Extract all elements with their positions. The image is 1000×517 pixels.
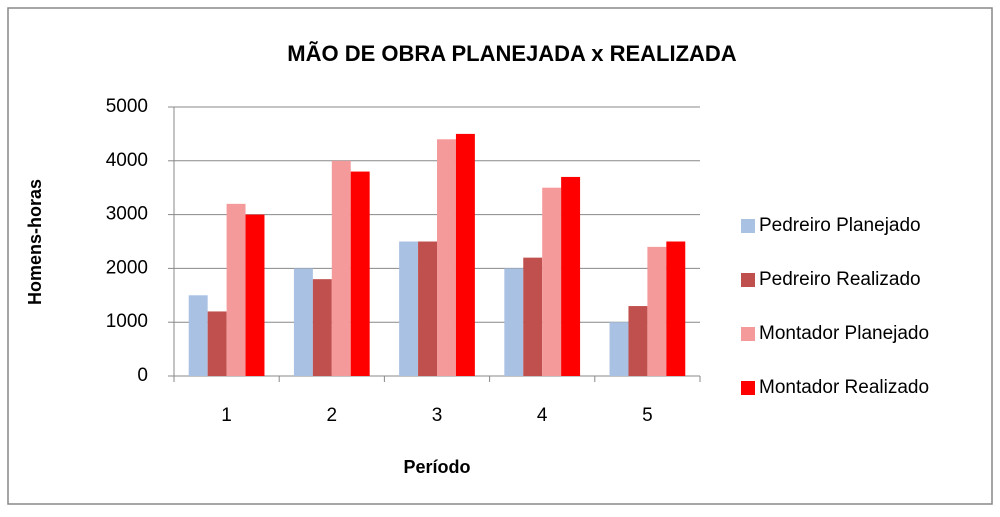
bar [350, 171, 370, 376]
bar [609, 322, 629, 376]
legend-label: Pedreiro Realizado [759, 269, 921, 290]
legend-label: Montador Realizado [759, 377, 929, 398]
chart-frame [7, 7, 993, 505]
bar [647, 246, 667, 376]
bar [245, 214, 265, 376]
x-tick-label: 2 [327, 405, 338, 426]
bar [542, 187, 562, 376]
bar [312, 279, 332, 376]
bar [561, 176, 581, 376]
legend-swatch [741, 273, 755, 287]
y-tick-label: 3000 [106, 204, 148, 225]
bar [293, 268, 313, 376]
y-tick-label: 4000 [106, 150, 148, 171]
x-tick-label: 4 [537, 405, 548, 426]
bar [628, 306, 648, 376]
y-tick-label: 5000 [106, 96, 148, 117]
x-axis-title: Período [403, 457, 470, 477]
legend-swatch [741, 381, 755, 395]
chart-title: MÃO DE OBRA PLANEJADA x REALIZADA [287, 41, 737, 66]
legend-label: Montador Planejado [759, 323, 929, 344]
bar [504, 268, 524, 376]
bar [418, 241, 437, 376]
x-tick-label: 1 [221, 405, 232, 426]
bar [188, 295, 208, 376]
legend-swatch [741, 327, 755, 341]
legend-label: Pedreiro Planejado [759, 215, 921, 236]
bar [331, 160, 351, 376]
y-tick-label: 2000 [106, 257, 148, 278]
bar [523, 257, 543, 376]
bar [226, 203, 246, 376]
bar [399, 241, 419, 376]
y-tick-label: 0 [137, 365, 148, 386]
y-axis-title: Homens-horas [25, 179, 45, 305]
bar [207, 311, 227, 376]
x-tick-label: 3 [432, 405, 443, 426]
y-tick-label: 1000 [106, 311, 148, 332]
legend-swatch [741, 219, 755, 233]
bar [437, 139, 456, 376]
bar [666, 241, 686, 376]
x-tick-label: 5 [642, 405, 653, 426]
bar [455, 133, 475, 376]
